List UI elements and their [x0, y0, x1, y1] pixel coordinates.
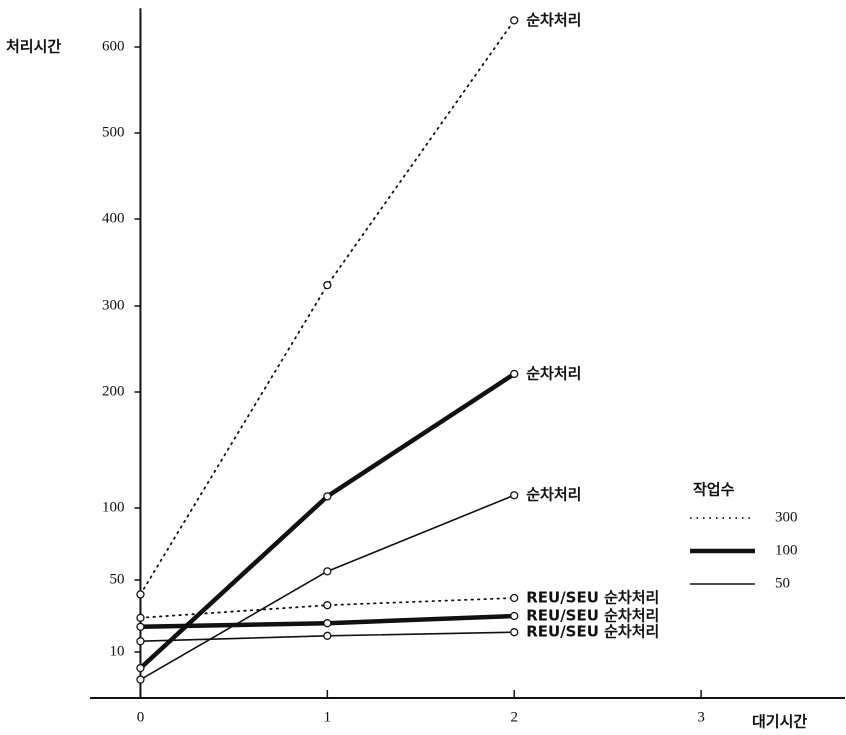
sequential-line: [139, 494, 516, 681]
point: [323, 631, 332, 640]
y-tick-label: 100: [102, 499, 125, 515]
point: [323, 492, 332, 501]
x-tick-label: 0: [137, 709, 145, 725]
y-tick-label: 400: [102, 210, 125, 226]
legend-label: 300: [775, 509, 798, 525]
line-label: 순차처리: [526, 11, 581, 29]
point: [136, 622, 145, 631]
point: [510, 369, 519, 379]
line-label: REU/SEU 순차처리: [526, 607, 659, 625]
point: [323, 601, 332, 610]
sequential-line: [139, 19, 516, 596]
point: [136, 590, 145, 599]
reu-line: [139, 597, 516, 619]
point: [510, 611, 519, 621]
y-tick-label: 500: [102, 124, 125, 140]
line-label: REU/SEU 순차처리: [526, 623, 659, 641]
y-tick-label: 50: [109, 571, 124, 587]
y-tick-label: 600: [102, 38, 125, 54]
x-tick-label: 2: [510, 709, 518, 725]
point: [136, 637, 145, 646]
line-label: REU/SEU 순차처리: [526, 589, 659, 607]
point: [136, 663, 145, 673]
y-tick-label: 300: [102, 297, 125, 313]
legend-title: 작업수: [693, 481, 735, 499]
y-tick-label: 10: [109, 643, 124, 659]
point: [510, 593, 519, 603]
point: [510, 491, 519, 500]
line-label: 순차처리: [526, 486, 581, 504]
point: [323, 280, 332, 290]
x-axis-label: 대기시간: [752, 713, 807, 731]
x-tick-label: 1: [324, 709, 332, 725]
point: [323, 619, 332, 628]
point: [510, 16, 519, 25]
y-tick-label: 200: [102, 383, 125, 399]
point: [323, 567, 332, 576]
legend-label: 50: [775, 575, 790, 591]
y-axis-label: 처리시간: [6, 38, 61, 56]
point: [136, 613, 145, 622]
point: [136, 675, 145, 684]
x-tick-label: 3: [697, 709, 705, 725]
line-label: 순차처리: [526, 364, 581, 382]
legend-label: 100: [775, 542, 798, 558]
point: [510, 628, 519, 637]
